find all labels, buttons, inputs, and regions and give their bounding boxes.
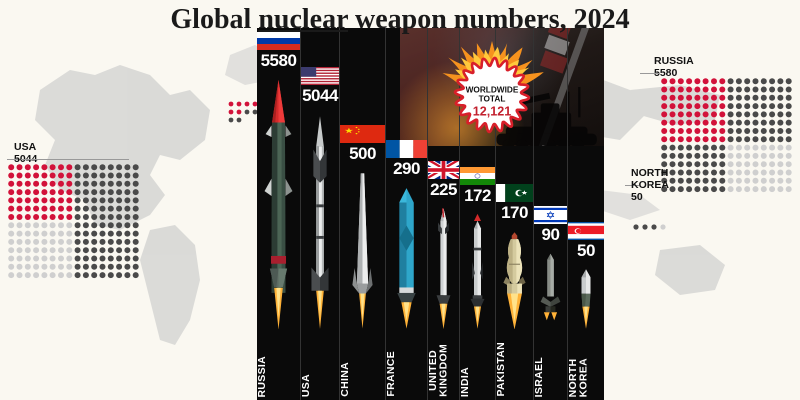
svg-text:TOTAL: TOTAL (479, 95, 506, 104)
svg-text:12,121: 12,121 (473, 104, 511, 118)
svg-text:WORLDWIDE: WORLDWIDE (466, 85, 519, 94)
